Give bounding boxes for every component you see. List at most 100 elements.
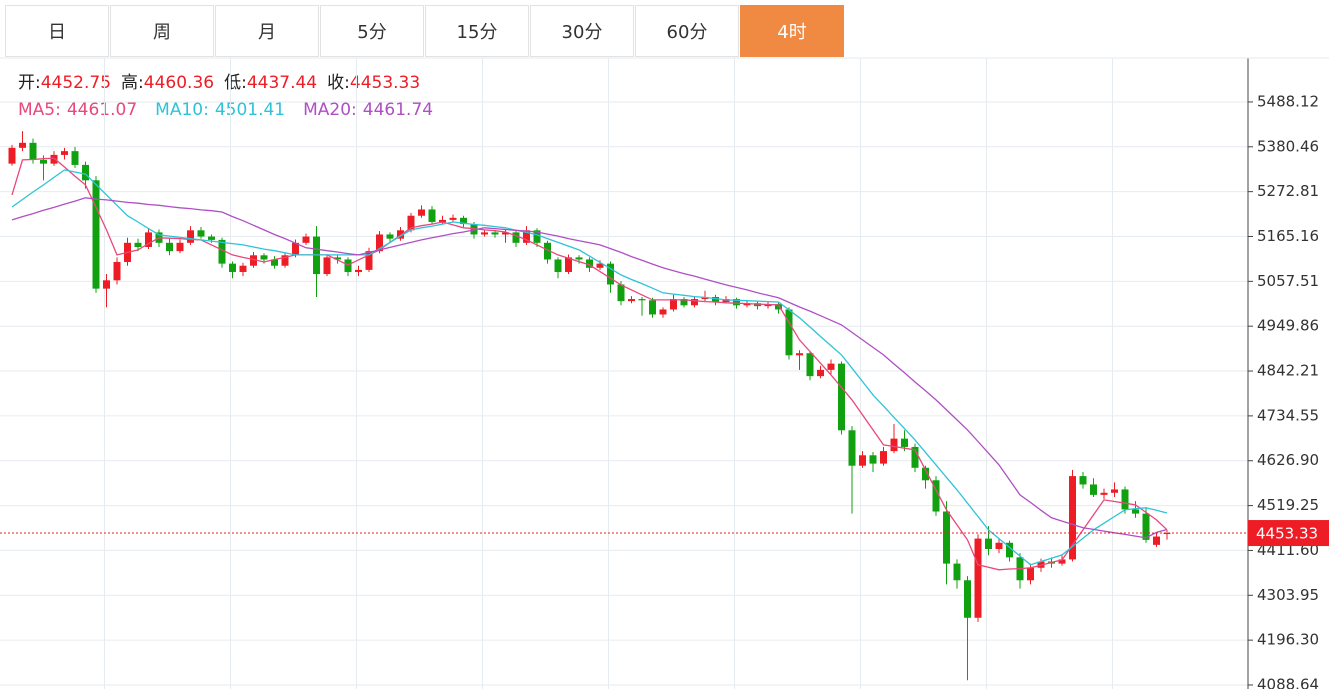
timeframe-tab[interactable]: 15分	[425, 5, 529, 57]
candle-body	[680, 299, 688, 306]
candle-body	[92, 180, 100, 289]
candle-body	[491, 232, 499, 235]
candle-body	[1153, 536, 1160, 545]
candle-body	[8, 147, 16, 164]
timeframe-tab[interactable]: 月	[215, 5, 319, 57]
candle-body	[785, 309, 793, 356]
y-tick-label: 4734.55	[1257, 406, 1319, 424]
candle-body	[901, 438, 908, 447]
candle-body	[134, 242, 142, 247]
timeframe-tab[interactable]: 60分	[635, 5, 739, 57]
y-tick-label: 4196.30	[1257, 631, 1319, 649]
candle-body	[449, 217, 457, 220]
y-tick-label: 4519.25	[1257, 496, 1319, 514]
candle-body	[544, 242, 551, 260]
candle-body	[796, 353, 803, 356]
candle-body	[1111, 489, 1118, 493]
candle-body	[502, 232, 509, 235]
candle-body	[995, 542, 1003, 550]
candle-body	[1100, 492, 1108, 495]
info-label: 收:	[327, 73, 350, 93]
candle-body	[292, 242, 299, 256]
candle-body	[575, 257, 583, 260]
candle-body	[271, 259, 278, 266]
candle-body	[617, 284, 625, 302]
candle-body	[29, 142, 37, 160]
candle-body	[50, 154, 58, 164]
candle-body	[166, 242, 173, 252]
candle-body	[1027, 567, 1034, 581]
candle-body	[838, 363, 845, 431]
candle-body	[1121, 489, 1129, 510]
info-label: 开:	[18, 73, 41, 93]
candle-body	[1163, 533, 1171, 535]
candle-body	[670, 299, 677, 310]
candle-body	[460, 217, 467, 225]
y-tick-label: 5165.16	[1257, 227, 1319, 245]
candle-body	[82, 164, 89, 181]
y-tick-label: 4949.86	[1257, 317, 1319, 335]
ma-line	[11, 197, 1168, 539]
candle-body	[208, 236, 215, 240]
candle-body	[628, 299, 635, 302]
candle-body	[638, 299, 646, 301]
timeframe-tab[interactable]: 日	[5, 5, 109, 57]
candle-body	[1090, 484, 1097, 495]
legend-label: MA10:	[155, 100, 209, 120]
candle-body	[103, 280, 110, 289]
legend-value: 4461.74	[363, 100, 433, 120]
candle-body	[712, 296, 719, 302]
candle-body	[1132, 509, 1139, 514]
candle-body	[145, 232, 152, 247]
candle-body	[964, 580, 971, 618]
y-tick-label: 4626.90	[1257, 451, 1319, 469]
candle-body	[554, 259, 562, 272]
y-tick-label: 5057.51	[1257, 272, 1319, 290]
candle-body	[428, 209, 436, 222]
candle-body	[61, 151, 68, 155]
candle-body	[743, 303, 751, 306]
candle-body	[691, 299, 698, 306]
candle-body	[397, 230, 404, 239]
candle-body	[376, 234, 383, 252]
info-value: 4460.36	[144, 73, 214, 93]
timeframe-tab[interactable]: 4时	[740, 5, 844, 57]
price-tag-label: 4453.33	[1256, 525, 1318, 543]
candle-body	[418, 209, 425, 216]
candle-body	[481, 232, 488, 235]
candle-body	[890, 438, 898, 452]
candle-body	[932, 480, 940, 512]
candle-body	[533, 230, 541, 243]
candle-body	[71, 151, 79, 165]
candle-body	[1058, 559, 1066, 564]
candle-body	[827, 363, 835, 370]
candle-body	[250, 255, 257, 266]
candle-body	[586, 259, 593, 268]
candle-body	[355, 269, 362, 272]
ma-info: MA5: 4461.07 MA10: 4501.41 MA20: 4461.74	[18, 100, 433, 120]
timeframe-tab[interactable]: 30分	[530, 5, 634, 57]
candle-body	[365, 251, 373, 270]
timeframe-tab[interactable]: 周	[110, 5, 214, 57]
timeframe-tab[interactable]: 5分	[320, 5, 424, 57]
candle-body	[239, 265, 247, 272]
candle-body	[229, 263, 236, 272]
candle-body	[113, 261, 121, 281]
candle-body	[1079, 476, 1087, 485]
candle-body	[407, 215, 415, 231]
legend-value: 4501.41	[215, 100, 285, 120]
candle-body	[281, 255, 289, 266]
candle-body	[806, 353, 814, 377]
candle-body	[607, 263, 614, 285]
y-tick-label: 4303.95	[1257, 586, 1319, 604]
candle-body	[334, 257, 341, 260]
candle-body	[218, 239, 226, 264]
candle-body	[649, 300, 656, 315]
candle-body	[386, 234, 394, 239]
candle-body	[659, 309, 667, 315]
candle-body	[439, 219, 446, 222]
legend-value: 4461.07	[67, 100, 137, 120]
candle-body	[911, 446, 919, 468]
